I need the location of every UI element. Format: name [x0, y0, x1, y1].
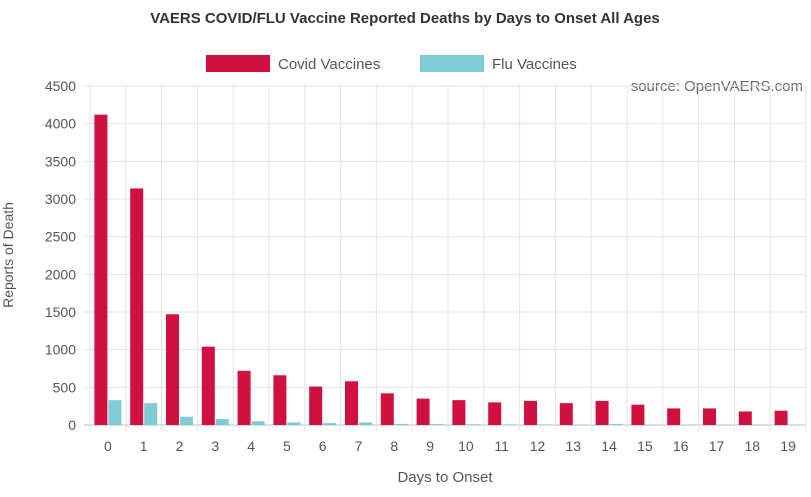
x-tick-label: 12	[530, 438, 546, 454]
bar-covid-day-17[interactable]	[703, 408, 716, 425]
y-tick-label: 3500	[45, 153, 76, 169]
legend-item-covid[interactable]: Covid Vaccines	[206, 55, 380, 73]
y-axis-label: Reports of Death	[0, 202, 16, 308]
bar-flu-day-8[interactable]	[395, 424, 408, 425]
bar-flu-day-9[interactable]	[431, 424, 444, 425]
bar-flu-day-3[interactable]	[216, 419, 229, 425]
bar-flu-day-11[interactable]	[502, 424, 515, 425]
bar-covid-day-13[interactable]	[560, 403, 573, 425]
x-tick-label: 9	[426, 438, 434, 454]
x-tick-label: 10	[458, 438, 474, 454]
bar-flu-day-7[interactable]	[359, 422, 372, 425]
x-tick-label: 19	[780, 438, 796, 454]
chart-title: VAERS COVID/FLU Vaccine Reported Deaths …	[150, 10, 660, 27]
x-tick-label: 0	[104, 438, 112, 454]
bar-flu-day-0[interactable]	[108, 400, 121, 425]
y-tick-label: 2000	[45, 266, 76, 282]
y-tick-label: 4000	[45, 116, 76, 132]
bar-flu-day-4[interactable]	[252, 421, 265, 425]
x-tick-label: 7	[355, 438, 363, 454]
legend-label-flu: Flu Vaccines	[492, 56, 577, 73]
y-tick-label: 4500	[45, 78, 76, 94]
bar-covid-day-15[interactable]	[631, 405, 644, 425]
bar-flu-day-6[interactable]	[323, 423, 336, 425]
bar-covid-day-11[interactable]	[488, 402, 501, 425]
bar-covid-day-16[interactable]	[667, 408, 680, 425]
x-tick-label: 18	[745, 438, 761, 454]
bar-covid-day-7[interactable]	[345, 381, 358, 425]
bar-covid-day-18[interactable]	[739, 411, 752, 425]
x-tick-label: 2	[176, 438, 184, 454]
y-tick-labels: 0 500 1000 1500 2000 2500 3000 3500 4000 4500	[45, 78, 76, 433]
x-tick-label: 13	[566, 438, 582, 454]
x-tick-label: 17	[709, 438, 725, 454]
bar-covid-day-10[interactable]	[452, 400, 465, 425]
legend-label-covid: Covid Vaccines	[278, 56, 380, 73]
x-tick-label: 15	[637, 438, 653, 454]
bar-covid-day-4[interactable]	[238, 371, 251, 425]
x-axis-label: Days to Onset	[397, 469, 493, 486]
x-tick-label: 3	[211, 438, 219, 454]
bar-flu-day-2[interactable]	[180, 417, 193, 425]
bar-covid-day-6[interactable]	[309, 387, 322, 425]
bar-covid-day-0[interactable]	[94, 115, 107, 425]
bar-flu-day-10[interactable]	[466, 424, 479, 425]
x-tick-label: 5	[283, 438, 291, 454]
x-tick-label: 8	[390, 438, 398, 454]
legend: Covid Vaccines Flu Vaccines	[206, 55, 577, 73]
bar-flu-day-5[interactable]	[287, 422, 300, 425]
y-tick-label: 3000	[45, 191, 76, 207]
y-tick-label: 500	[53, 379, 77, 395]
bar-covid-day-5[interactable]	[273, 375, 286, 425]
x-tick-label: 11	[494, 438, 509, 454]
bar-covid-day-1[interactable]	[130, 188, 143, 425]
bar-covid-day-3[interactable]	[202, 347, 215, 425]
y-tick-label: 0	[68, 417, 76, 433]
x-tick-label: 6	[319, 438, 327, 454]
legend-swatch-flu	[420, 55, 484, 72]
bar-covid-day-14[interactable]	[596, 401, 609, 425]
bar-flu-day-1[interactable]	[144, 403, 157, 425]
x-tick-label: 16	[673, 438, 689, 454]
bar-covid-day-19[interactable]	[775, 411, 788, 425]
bar-flu-day-12[interactable]	[538, 424, 551, 425]
y-tick-label: 1500	[45, 304, 76, 320]
bar-flu-day-14[interactable]	[610, 424, 623, 425]
bar-covid-day-2[interactable]	[166, 314, 179, 425]
x-tick-label: 14	[601, 438, 617, 454]
bar-covid-day-8[interactable]	[381, 393, 394, 425]
y-tick-label: 1000	[45, 342, 76, 358]
x-tick-label: 1	[140, 438, 148, 454]
bar-covid-day-9[interactable]	[417, 399, 430, 425]
y-tick-label: 2500	[45, 229, 76, 245]
legend-swatch-covid	[206, 55, 270, 72]
gridlines	[84, 86, 806, 431]
legend-item-flu[interactable]: Flu Vaccines	[420, 55, 577, 73]
x-tick-label: 4	[247, 438, 255, 454]
bar-covid-day-12[interactable]	[524, 401, 537, 425]
